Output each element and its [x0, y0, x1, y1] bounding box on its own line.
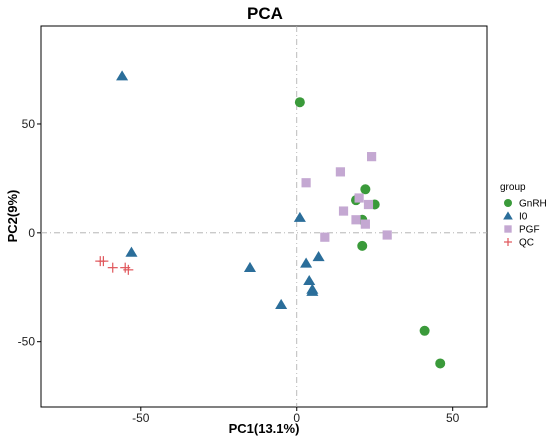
point-i0: [300, 257, 313, 268]
y-tick-label: 50: [22, 117, 36, 131]
point-pgf: [360, 219, 370, 229]
point-i0: [293, 211, 306, 222]
point-gnrh: [360, 184, 371, 195]
legend-marker-i0: [503, 211, 513, 220]
point-gnrh: [435, 358, 446, 369]
x-axis-ticks: -50 0 50: [132, 407, 460, 425]
legend-marker-qc: [504, 238, 512, 246]
legend-label-gnrh: GnRH: [519, 199, 547, 210]
point-i0: [243, 261, 257, 272]
legend: group GnRH I0 PGF QC: [500, 182, 547, 249]
y-axis-ticks: -50 0 50: [18, 117, 41, 349]
x-tick-label: 0: [293, 411, 300, 425]
point-qc: [98, 256, 109, 267]
x-tick-label: -50: [132, 411, 150, 425]
legend-marker-gnrh: [504, 199, 512, 207]
point-pgf: [351, 215, 361, 225]
legend-marker-pgf: [504, 225, 512, 233]
point-qc: [107, 262, 118, 273]
y-tick-label: -50: [18, 335, 36, 349]
y-axis-label: PC2(9%): [5, 190, 20, 243]
point-i0: [275, 298, 288, 309]
point-qc: [123, 264, 134, 275]
legend-label-qc: QC: [519, 238, 534, 249]
point-pgf: [320, 232, 330, 242]
point-i0: [303, 274, 316, 286]
point-i0: [125, 246, 138, 257]
legend-title: group: [500, 182, 526, 193]
plot-frame: [40, 25, 488, 408]
point-gnrh: [294, 97, 305, 108]
point-pgf: [301, 178, 311, 188]
point-i0: [116, 70, 129, 81]
legend-label-pgf: PGF: [519, 225, 540, 236]
point-i0: [312, 251, 325, 262]
reference-lines: [41, 26, 487, 407]
point-pgf: [367, 152, 377, 162]
point-pgf: [363, 199, 374, 210]
point-pgf: [354, 193, 364, 203]
x-axis-label: PC1(13.1%): [229, 421, 300, 436]
y-tick-label: 0: [28, 226, 35, 240]
x-tick-label: 50: [446, 411, 460, 425]
chart-title: PCA: [247, 4, 283, 23]
point-pgf: [338, 206, 349, 216]
point-gnrh: [419, 325, 430, 336]
point-pgf: [382, 230, 392, 240]
data-points: [95, 70, 446, 369]
point-i0: [306, 285, 319, 296]
point-pgf: [335, 167, 346, 177]
legend-label-i0: I0: [519, 212, 528, 223]
point-gnrh: [357, 240, 368, 251]
